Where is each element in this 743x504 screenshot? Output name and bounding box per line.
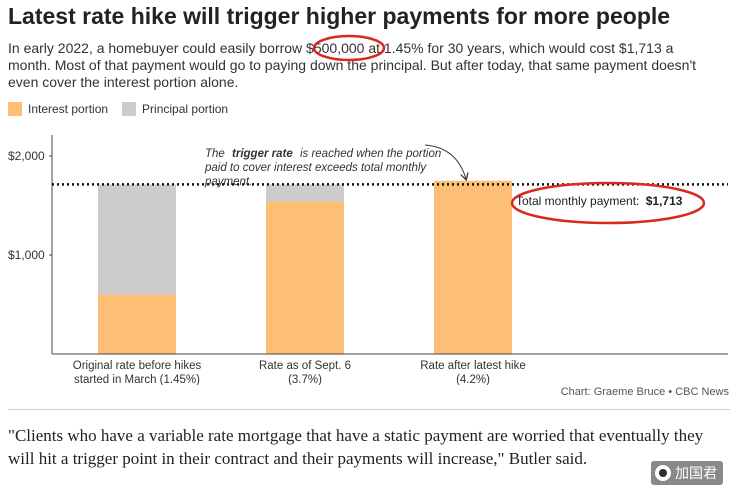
- bar-interest-1: [98, 294, 176, 354]
- x-category-label-2-line-2: (3.7%): [288, 374, 322, 385]
- wechat-icon: [655, 465, 671, 481]
- chart-subtitle: In early 2022, a homebuyer could easily …: [8, 40, 697, 90]
- total-payment-value: $1,713: [646, 194, 683, 208]
- trigger-annotation-line-1: The trigger rate is reached when the por…: [205, 148, 441, 160]
- x-category-label-2-line-1: Rate as of Sept. 6: [259, 360, 351, 372]
- total-payment-annotation: Total monthly payment: $1,713: [516, 194, 683, 208]
- wechat-watermark: 加国君: [651, 461, 723, 485]
- legend-label-principal: Principal portion: [142, 102, 229, 116]
- trigger-annotation-prefix: The: [205, 148, 225, 160]
- total-payment-label: Total monthly payment:: [516, 194, 639, 208]
- legend-label-interest: Interest portion: [28, 102, 109, 116]
- legend-item-principal: Principal portion: [122, 102, 228, 116]
- chart-title: Latest rate hike will trigger higher pay…: [8, 3, 671, 29]
- article-quote: "Clients who have a variable rate mortga…: [8, 426, 704, 468]
- trigger-annotation-arrow: [424, 144, 466, 179]
- stacked-bar-chart: $1,000 $2,000 Original rate before hikes s…: [8, 135, 728, 385]
- bar-interest-2: [266, 201, 344, 354]
- bar-principal-2: [266, 184, 344, 202]
- legend-item-interest: Interest portion: [8, 102, 108, 116]
- x-category-label-1-line-1: Original rate before hikes: [73, 360, 202, 372]
- x-category-label-1-line-2: started in March (1.45%): [74, 374, 200, 385]
- x-category-label-3-line-2: (4.2%): [456, 374, 490, 385]
- chart-legend: Interest portion Principal portion: [8, 101, 242, 117]
- y-tick-label-2: $2,000: [8, 149, 45, 163]
- legend-swatch-interest: [8, 102, 22, 116]
- bar-interest-3: [434, 180, 512, 354]
- x-category-label-3-line-1: Rate after latest hike: [420, 360, 525, 372]
- chart-source-credit: Chart: Graeme Bruce • CBC News: [560, 386, 729, 398]
- legend-swatch-principal: [122, 102, 137, 116]
- section-divider: [8, 409, 730, 410]
- trigger-annotation-rest: is reached when the portion: [300, 148, 441, 160]
- y-tick-label-1: $1,000: [8, 248, 45, 262]
- bar-principal-1: [98, 184, 176, 295]
- trigger-annotation-line-3: payment.: [204, 176, 252, 188]
- watermark-label: 加国君: [675, 465, 717, 481]
- total-payment-highlight-circle: [510, 181, 706, 225]
- trigger-annotation-line-2: paid to cover interest exceeds total mon…: [204, 162, 427, 174]
- trigger-annotation-bold: trigger rate: [232, 148, 293, 160]
